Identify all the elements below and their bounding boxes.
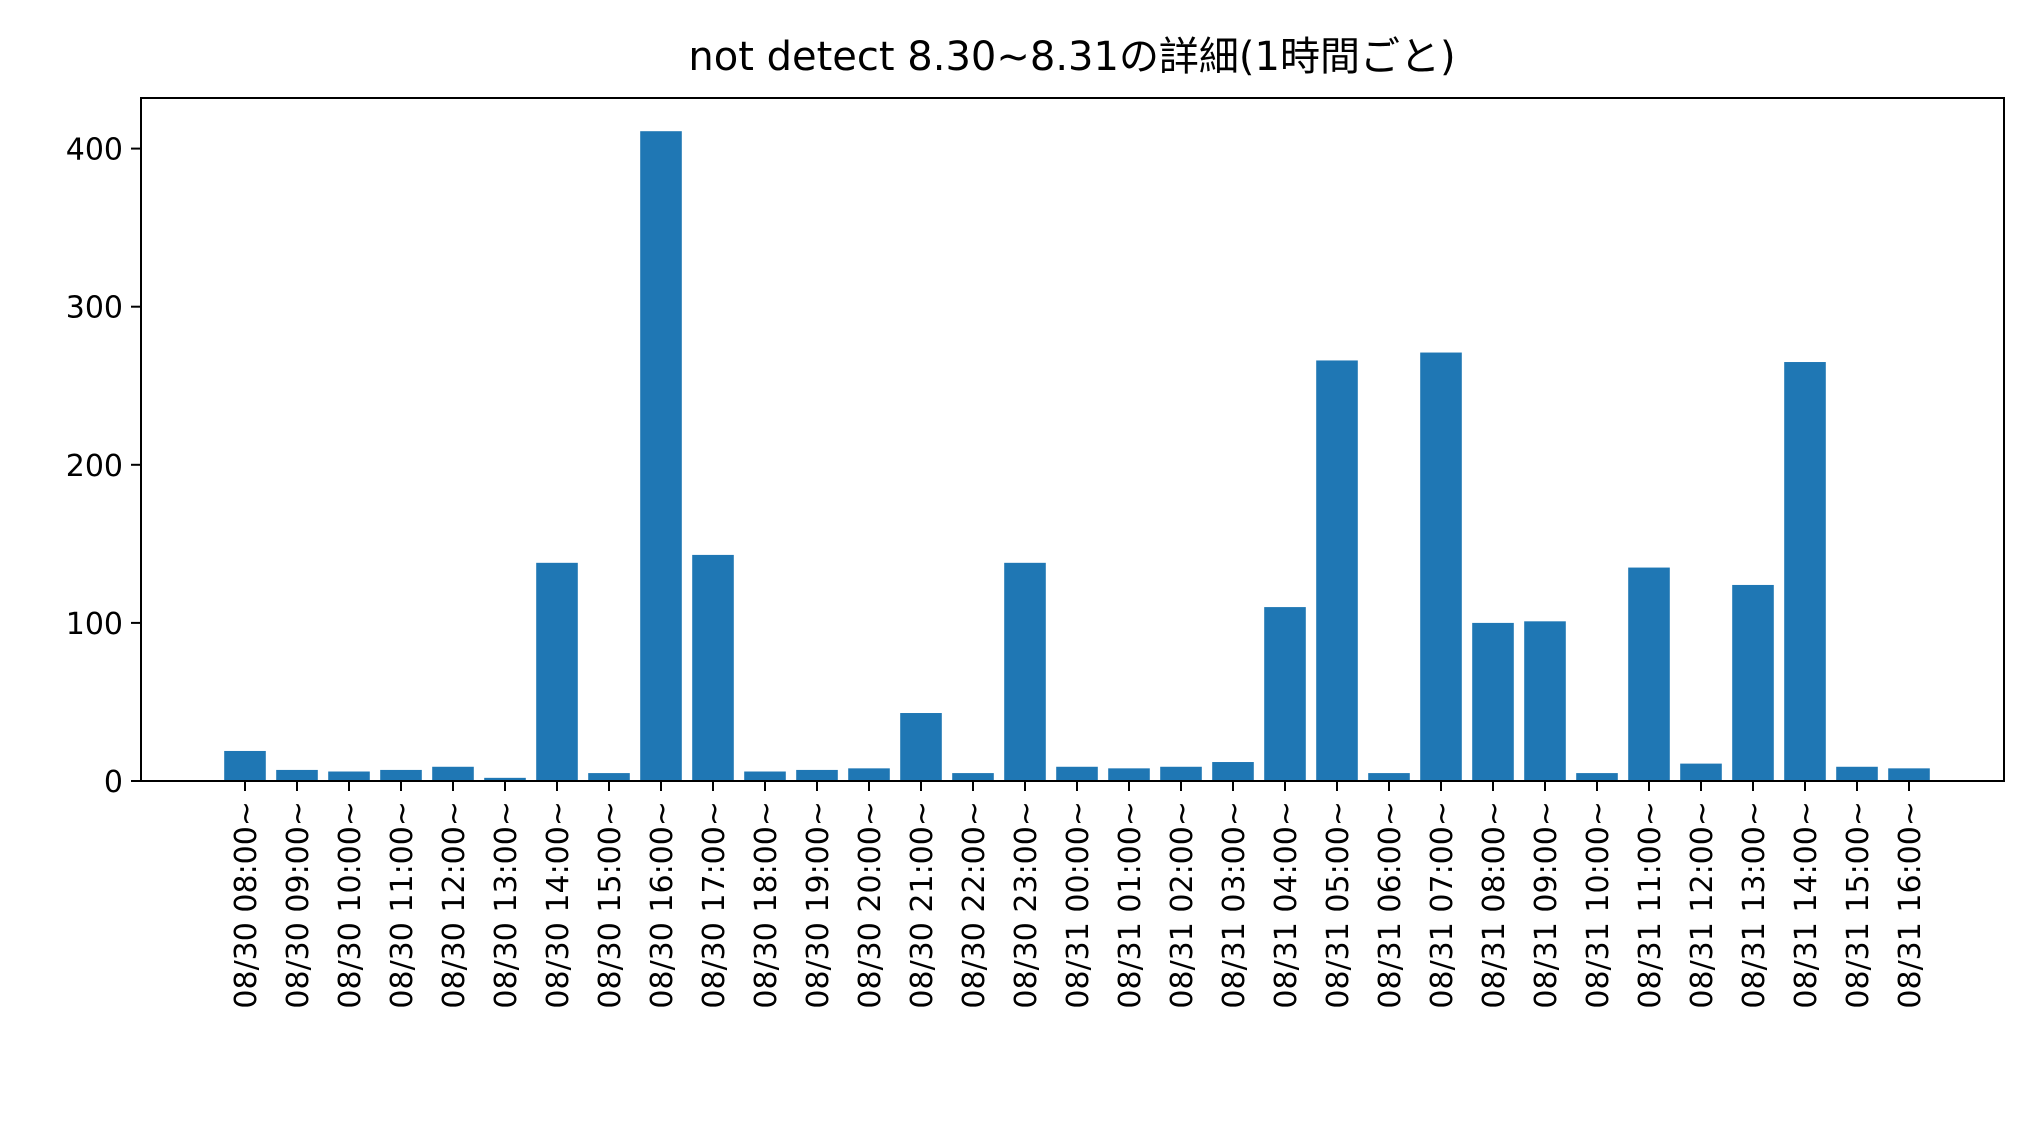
x-tick-label: 08/30 09:00~ (281, 801, 316, 1009)
x-tick-label: 08/31 16:00~ (1893, 801, 1928, 1009)
x-tick-label: 08/30 10:00~ (333, 801, 368, 1009)
x-tick-label: 08/31 04:00~ (1269, 801, 1304, 1009)
x-tick-label: 08/30 21:00~ (905, 801, 940, 1009)
y-axis: 0 100 200 300 400 (66, 133, 141, 800)
x-tick-label: 08/31 02:00~ (1165, 801, 1200, 1009)
bar (224, 750, 266, 781)
x-tick-label: 08/31 15:00~ (1841, 801, 1876, 1009)
x-axis: 08/30 08:00~ 08/30 09:00~ 08/30 10:00~ 08/3… (229, 781, 1928, 1009)
bar (1888, 768, 1930, 781)
bar (1836, 766, 1878, 781)
y-tick-label: 200 (66, 449, 123, 484)
x-tick-label: 08/31 14:00~ (1789, 801, 1824, 1009)
bar (1576, 773, 1618, 781)
bar (1680, 763, 1722, 781)
plot-frame (140, 97, 2005, 782)
y-tick-label: 300 (66, 291, 123, 326)
bar (1524, 621, 1566, 781)
x-tick-label: 08/30 23:00~ (1009, 801, 1044, 1009)
x-tick-label: 08/30 13:00~ (489, 801, 524, 1009)
bar (1316, 360, 1358, 781)
bar (1368, 773, 1410, 781)
bar (1160, 766, 1202, 781)
bar (484, 777, 526, 781)
x-tick-label: 08/30 17:00~ (697, 801, 732, 1009)
x-tick-label: 08/31 01:00~ (1113, 801, 1148, 1009)
x-tick-label: 08/30 19:00~ (801, 801, 836, 1009)
bar (640, 131, 682, 781)
x-tick-label: 08/30 18:00~ (749, 801, 784, 1009)
bar (900, 713, 942, 781)
bar (1472, 622, 1514, 781)
x-tick-label: 08/31 00:00~ (1061, 801, 1096, 1009)
bar (1732, 584, 1774, 781)
x-tick-label: 08/30 22:00~ (957, 801, 992, 1009)
bar (1628, 567, 1670, 781)
bar (276, 769, 318, 781)
x-tick-label: 08/30 14:00~ (541, 801, 576, 1009)
x-tick-label: 08/31 08:00~ (1477, 801, 1512, 1009)
bar (1420, 352, 1462, 781)
bar (328, 771, 370, 781)
bar (1108, 768, 1150, 781)
bar (744, 771, 786, 781)
x-tick-label: 08/30 11:00~ (385, 801, 420, 1009)
bars-layer (224, 131, 1930, 781)
x-tick-label: 08/30 20:00~ (853, 801, 888, 1009)
bar (536, 562, 578, 781)
bar (1264, 607, 1306, 781)
x-tick-label: 08/31 07:00~ (1425, 801, 1460, 1009)
bar (1784, 362, 1826, 781)
y-tick-label: 100 (66, 607, 123, 642)
bar (432, 766, 474, 781)
y-tick-label: 400 (66, 133, 123, 168)
bar (1004, 562, 1046, 781)
x-tick-label: 08/30 08:00~ (229, 801, 264, 1009)
bar (1056, 766, 1098, 781)
x-tick-label: 08/31 05:00~ (1321, 801, 1356, 1009)
bar (588, 773, 630, 781)
bar (952, 773, 994, 781)
x-tick-label: 08/30 15:00~ (593, 801, 628, 1009)
bar (848, 768, 890, 781)
x-tick-label: 08/31 12:00~ (1685, 801, 1720, 1009)
chart-title: not detect 8.30~8.31の詳細(1時間ごと) (688, 34, 1455, 80)
y-tick-label: 0 (104, 765, 123, 800)
x-tick-label: 08/30 16:00~ (645, 801, 680, 1009)
x-tick-label: 08/31 11:00~ (1633, 801, 1668, 1009)
bar (796, 769, 838, 781)
bar (380, 769, 422, 781)
x-tick-label: 08/30 12:00~ (437, 801, 472, 1009)
x-tick-label: 08/31 03:00~ (1217, 801, 1252, 1009)
x-tick-label: 08/31 09:00~ (1529, 801, 1564, 1009)
x-tick-label: 08/31 06:00~ (1373, 801, 1408, 1009)
bar (692, 554, 734, 781)
bar (1212, 762, 1254, 781)
x-tick-label: 08/31 10:00~ (1581, 801, 1616, 1009)
x-tick-label: 08/31 13:00~ (1737, 801, 1772, 1009)
